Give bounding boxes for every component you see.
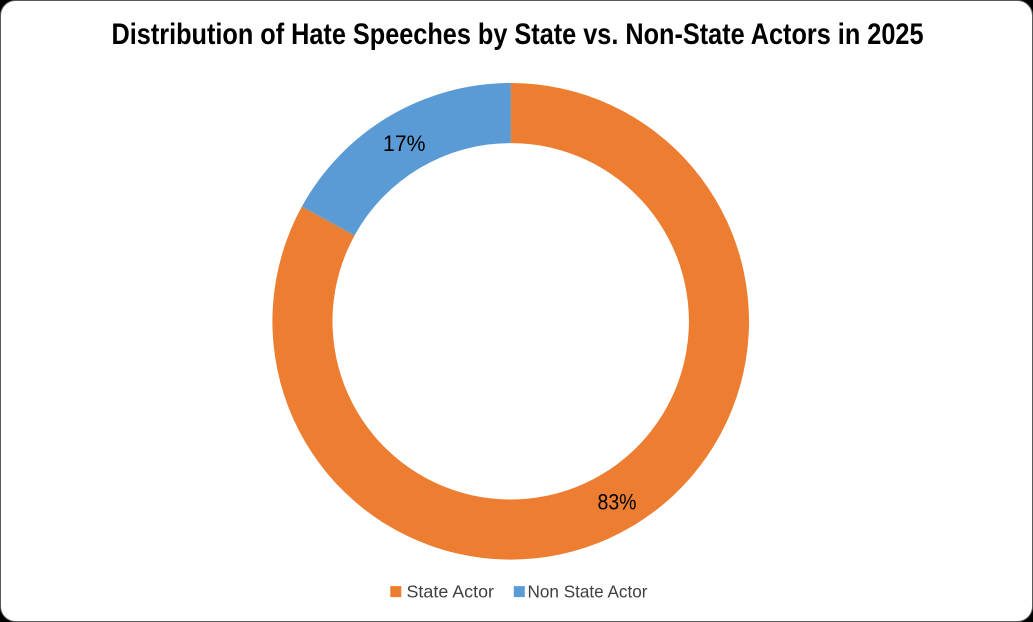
svg-text:Non State Actor: Non State Actor (528, 581, 648, 601)
svg-text:17%: 17% (383, 131, 426, 156)
svg-text:State Actor: State Actor (407, 581, 495, 601)
svg-text:83%: 83% (598, 490, 637, 515)
svg-text:Distribution of Hate Speeches: Distribution of Hate Speeches by State v… (112, 18, 924, 51)
